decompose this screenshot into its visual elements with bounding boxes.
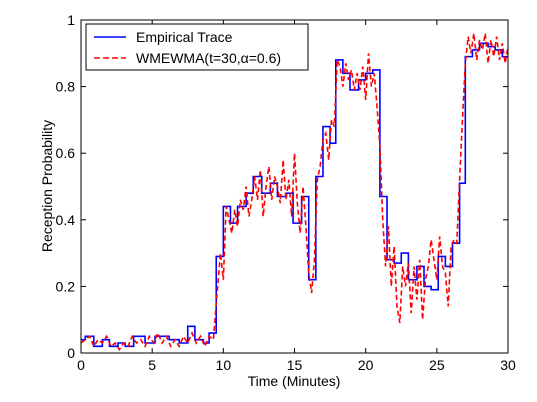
x-tick-label: 0 — [77, 357, 85, 373]
x-tick-label: 15 — [287, 357, 303, 373]
legend: Empirical Trace WMEWMA(t=30,α=0.6) — [85, 23, 309, 71]
y-tick-label: 0.8 — [56, 79, 76, 95]
series-layer — [80, 33, 509, 352]
legend-box — [85, 23, 309, 71]
x-tick-label: 5 — [148, 357, 156, 373]
x-tick-label: 25 — [429, 357, 445, 373]
y-tick-label: 0.4 — [56, 212, 76, 228]
series-line-wmewma — [80, 33, 509, 352]
y-axis-label: Reception Probability — [39, 120, 55, 252]
y-axis-ticks: 0 0.2 0.4 0.6 0.8 1 — [56, 12, 508, 361]
legend-label-empirical: Empirical Trace — [136, 29, 233, 45]
y-tick-label: 1 — [67, 12, 75, 28]
x-axis-ticks: 0 5 10 15 20 25 30 — [77, 20, 516, 373]
y-tick-label: 0.2 — [56, 278, 76, 294]
series-line-empirical-trace — [81, 42, 508, 348]
x-tick-label: 30 — [500, 357, 516, 373]
plot-area — [81, 20, 508, 353]
legend-label-wmewma: WMEWMA(t=30,α=0.6) — [136, 50, 281, 66]
x-tick-label: 10 — [216, 357, 232, 373]
x-axis-label: Time (Minutes) — [248, 373, 341, 389]
y-tick-label: 0.6 — [56, 145, 76, 161]
y-tick-label: 0 — [67, 345, 75, 361]
x-tick-label: 20 — [358, 357, 374, 373]
